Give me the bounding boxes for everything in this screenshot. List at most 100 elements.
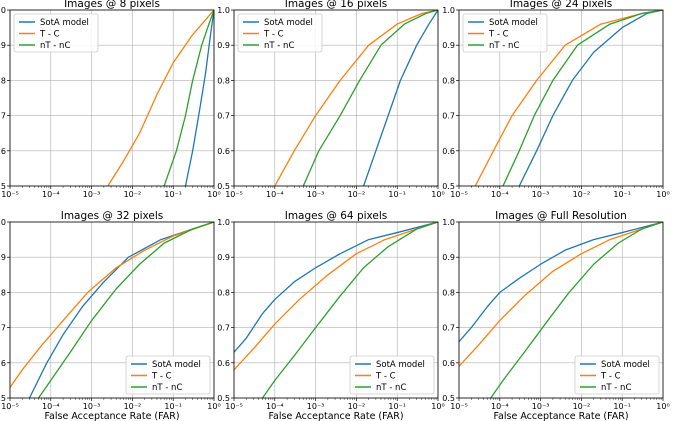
series-line-sota-model — [234, 222, 438, 353]
y-tick-label: 1.0 — [217, 6, 230, 15]
y-tick-label: 0.8 — [0, 76, 6, 85]
plot-frame — [458, 221, 664, 399]
legend: SotA model T - CnT - nC — [349, 355, 435, 395]
chart-title: Images @ 24 pixels — [510, 0, 613, 10]
x-tick-label: 10⁻¹ — [164, 190, 182, 199]
x-tick-label: 10⁻³ — [83, 402, 101, 411]
legend-label: T - C — [39, 30, 60, 40]
y-tick-label: 0.5 — [442, 182, 455, 191]
y-tick-label: 1.0 — [442, 6, 455, 15]
legend-label: nT - nC — [40, 41, 70, 51]
x-tick-label: 10⁻⁴ — [266, 190, 284, 199]
x-tick-label: 10⁻² — [573, 402, 591, 411]
series-line-t-c — [459, 222, 663, 367]
x-tick-label: 10⁻⁴ — [491, 402, 509, 411]
y-tick-label: 0.9 — [0, 253, 6, 262]
plot-frame — [233, 9, 439, 187]
x-axis-label: False Acceptance Rate (FAR) — [268, 411, 403, 421]
y-tick-label: 0.8 — [0, 288, 6, 297]
series-group — [459, 222, 663, 398]
series-line-sota-model — [459, 222, 663, 343]
legend-label: T - C — [263, 30, 284, 40]
series-line-t-c — [10, 222, 214, 388]
chart-title: Images @ 8 pixels — [64, 0, 160, 10]
x-tick-label: 10⁻¹ — [164, 402, 182, 411]
series-group — [10, 222, 214, 398]
legend-label: SotA model — [489, 18, 538, 28]
y-tick-label: 0.8 — [442, 288, 455, 297]
legend-label: SotA model — [264, 18, 313, 28]
x-tick-label: 10⁻³ — [532, 402, 550, 411]
x-tick-label: 10⁰ — [656, 190, 669, 199]
legend-label: T - C — [375, 372, 396, 382]
chart-panel-4: 10⁻⁵ 10⁻⁴ 10⁻³ 10⁻² 10⁻¹ 10⁰ 0.5 0.6 0.7 0.8 0.9 1.… — [0, 210, 221, 421]
y-tick-label: 1.0 — [217, 218, 230, 227]
x-tick-label: 10⁻² — [124, 190, 142, 199]
x-tick-label: 10⁻⁵ — [225, 190, 243, 199]
x-tick-label: 10⁻⁵ — [450, 402, 468, 411]
chart-panel-6: 10⁻⁵ 10⁻⁴ 10⁻³ 10⁻² 10⁻¹ 10⁰ 0.5 0.6 0.7 0.8 0.9 1.… — [442, 210, 669, 421]
x-tick-label: 10⁻⁴ — [42, 190, 60, 199]
x-axis-label: False Acceptance Rate (FAR) — [493, 411, 628, 421]
x-tick-label: 10⁰ — [431, 402, 444, 411]
x-tick-label: 10⁻¹ — [613, 402, 631, 411]
y-tick-label: 0.7 — [442, 112, 455, 121]
series-line-t-c — [234, 222, 438, 371]
y-tick-label: 0.5 — [0, 394, 6, 403]
y-tick-label: 0.9 — [0, 41, 6, 50]
y-tick-label: 0.5 — [217, 394, 230, 403]
y-tick-label: 0.6 — [0, 359, 6, 368]
x-tick-label: 10⁰ — [656, 402, 669, 411]
x-tick-label: 10⁻⁵ — [1, 190, 19, 199]
legend-box — [237, 13, 323, 53]
x-tick-label: 10⁻¹ — [613, 190, 631, 199]
y-tick-label: 0.9 — [217, 253, 230, 262]
legend-label: nT - nC — [601, 383, 631, 393]
y-tick-label: 0.8 — [217, 76, 230, 85]
y-tick-label: 0.6 — [217, 147, 230, 156]
x-tick-label: 10⁻⁵ — [225, 402, 243, 411]
legend: SotA model T - CnT - nC — [125, 355, 211, 395]
y-tick-label: 0.9 — [217, 41, 230, 50]
legend-label: nT - nC — [376, 383, 406, 393]
x-tick-label: 10⁻² — [573, 190, 591, 199]
series-line-t-c — [107, 10, 214, 186]
x-axis-label: False Acceptance Rate (FAR) — [44, 411, 179, 421]
chart-title: Images @ 32 pixels — [61, 210, 164, 222]
legend-label: T - C — [488, 30, 509, 40]
series-group — [107, 10, 214, 186]
legend-label: SotA model — [152, 360, 201, 370]
chart-title: Images @ 64 pixels — [285, 210, 388, 222]
chart-panel-3: 10⁻⁵ 10⁻⁴ 10⁻³ 10⁻² 10⁻¹ 10⁰ 0.5 0.6 0.7 0.8 0.9 1.… — [442, 0, 669, 199]
y-tick-label: 0.7 — [217, 324, 230, 333]
x-tick-label: 10⁻⁴ — [266, 402, 284, 411]
series-line-t-c — [274, 10, 438, 186]
y-tick-label: 0.7 — [0, 112, 6, 121]
legend-label: nT - nC — [264, 41, 294, 51]
y-tick-label: 0.6 — [442, 359, 455, 368]
y-tick-label: 0.9 — [442, 41, 455, 50]
legend: SotA model T - CnT - nC — [237, 13, 323, 53]
chart-panel-5: 10⁻⁵ 10⁻⁴ 10⁻³ 10⁻² 10⁻¹ 10⁰ 0.5 0.6 0.7 0.8 0.9 1.… — [217, 210, 444, 421]
x-tick-label: 10⁻⁵ — [450, 190, 468, 199]
series-group — [274, 10, 438, 186]
legend-box — [462, 13, 548, 53]
x-tick-label: 10⁻⁵ — [1, 402, 19, 411]
x-tick-label: 10⁻² — [348, 190, 366, 199]
plot-frame — [458, 9, 664, 187]
legend: SotA model T - CnT - nC — [574, 355, 660, 395]
legend-label: nT - nC — [152, 383, 182, 393]
y-tick-label: 0.7 — [442, 324, 455, 333]
x-tick-label: 10⁻³ — [532, 190, 550, 199]
series-line-sota-model — [362, 10, 438, 186]
x-tick-label: 10⁻¹ — [388, 190, 406, 199]
y-tick-label: 0.6 — [0, 147, 6, 156]
x-tick-label: 10⁰ — [207, 402, 220, 411]
legend-label: SotA model — [376, 360, 425, 370]
series-line-nt-nc — [163, 10, 214, 186]
series-line-sota-model — [184, 10, 214, 186]
x-tick-label: 10⁰ — [207, 190, 220, 199]
chart-title: Images @ 16 pixels — [285, 0, 388, 10]
y-tick-label: 0.5 — [217, 182, 230, 191]
